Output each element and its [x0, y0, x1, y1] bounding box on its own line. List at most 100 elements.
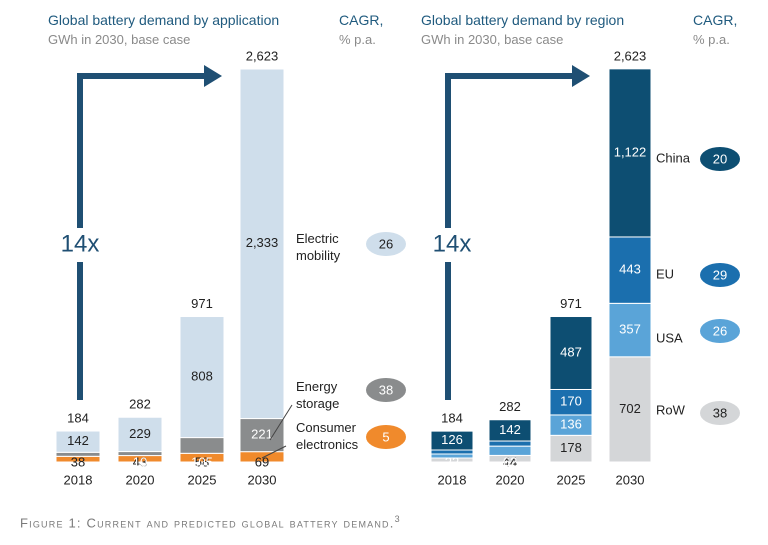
region-growth-label-bg — [430, 228, 474, 262]
application-data-label-2020-electric-mobility: 229 — [129, 426, 151, 441]
application-bar-2018-energy-storage — [55, 451, 101, 457]
region-data-label-2030-usa: 357 — [619, 322, 641, 337]
region-bar-2025-china — [549, 316, 593, 390]
region-growth-arrowhead — [572, 65, 590, 87]
application-data-label-2030-electric-mobility: 2,333 — [246, 235, 279, 250]
application-tick-2018: 2018 — [64, 472, 93, 487]
application-total-2030: 2,623 — [246, 48, 279, 63]
application-data-label-2025-energy-storage: 105 — [191, 454, 213, 469]
region-data-label-2018-usa: 22 — [445, 454, 459, 469]
region-bar-2018-china — [430, 430, 474, 451]
application-bar-2030-energy-storage — [239, 418, 285, 453]
region-data-label-2020-usa: 62 — [503, 454, 517, 469]
application-growth-label-bg — [58, 228, 102, 262]
application-series-label-consumer-electronics-1: electronics — [296, 437, 359, 452]
application-series-label-electric-mobility-0: Electric — [296, 231, 339, 246]
application-data-label-2018-electric-mobility: 142 — [67, 433, 89, 448]
region-cagr-value-eu: 29 — [713, 267, 727, 282]
region-cagr-oval-china — [700, 147, 740, 171]
application-growth-arrow — [77, 73, 208, 400]
region-data-label-2030-eu: 443 — [619, 262, 641, 277]
application-bar-2030-electric-mobility — [239, 68, 285, 420]
application-cagr-value-electric-mobility: 26 — [379, 236, 393, 251]
application-cagr-value-consumer-electronics: 5 — [382, 429, 389, 444]
application-data-label-2030-consumer-electronics: 69 — [255, 454, 269, 469]
application-series-label-energy-storage-1: storage — [296, 396, 339, 411]
region-bar-2025-row — [549, 434, 593, 463]
region-cagr-header-line1: CAGR, — [693, 12, 738, 28]
application-cagr-header-line1: CAGR, — [339, 12, 384, 28]
region-series-label-row: RoW — [656, 402, 686, 417]
region-data-label-2018-china: 126 — [441, 432, 463, 447]
application-growth-label: 14x — [61, 230, 100, 257]
region-data-label-2020-row: 44 — [503, 454, 517, 469]
application-total-2018: 184 — [67, 410, 89, 425]
application-cagr-oval-consumer-electronics — [366, 425, 406, 449]
application-total-2020: 282 — [129, 397, 151, 412]
region-bar-2030-usa — [608, 302, 652, 358]
application-chart-title: Global battery demand by application — [48, 12, 280, 28]
application-data-label-2020-consumer-electronics: 43 — [133, 454, 147, 469]
region-tick-2030: 2030 — [616, 472, 645, 487]
application-cagr-oval-energy-storage — [366, 378, 406, 402]
caption-footnote: 3 — [394, 514, 401, 524]
application-series-label-energy-storage-0: Energy — [296, 379, 338, 394]
region-cagr-oval-usa — [700, 319, 740, 343]
application-tick-2025: 2025 — [188, 472, 217, 487]
application-total-2025: 971 — [191, 296, 213, 311]
region-data-label-2030-china: 1,122 — [614, 144, 647, 159]
region-series-label-eu: EU — [656, 266, 674, 281]
region-bar-2020-eu — [488, 440, 532, 447]
region-total-2020: 282 — [499, 399, 521, 414]
region-tick-2020: 2020 — [496, 472, 525, 487]
region-chart-subtitle: GWh in 2030, base case — [421, 32, 564, 47]
application-tick-2030: 2030 — [248, 472, 277, 487]
region-cagr-value-china: 20 — [713, 151, 727, 166]
region-tick-2025: 2025 — [557, 472, 586, 487]
leader-consumer-electronics — [261, 445, 287, 459]
region-data-label-2030-row: 702 — [619, 401, 641, 416]
application-chart-subtitle: GWh in 2030, base case — [48, 32, 191, 47]
application-series-label-electric-mobility-1: mobility — [296, 248, 341, 263]
application-growth-arrowhead — [204, 65, 222, 87]
region-cagr-oval-row — [700, 401, 740, 425]
region-data-label-2020-china: 142 — [499, 422, 521, 437]
application-cagr-header-line2: % p.a. — [339, 32, 376, 47]
application-bar-2020-electric-mobility — [117, 416, 163, 453]
region-growth-label: 14x — [433, 230, 472, 257]
application-data-label-2025-electric-mobility: 808 — [191, 368, 213, 383]
leader-energy-storage — [269, 404, 293, 441]
region-chart-title: Global battery demand by region — [421, 12, 625, 28]
application-bar-2018-electric-mobility — [55, 430, 101, 453]
region-growth-arrow — [445, 73, 576, 400]
region-total-2018: 184 — [441, 411, 463, 426]
region-cagr-oval-eu — [700, 263, 740, 287]
application-cagr-value-energy-storage: 38 — [379, 382, 393, 397]
region-bar-2030-row — [608, 356, 652, 463]
region-data-label-2025-china: 487 — [560, 344, 582, 359]
figure-caption: Figure 1: Current and predicted global b… — [20, 514, 401, 531]
region-cagr-value-row: 38 — [713, 405, 727, 420]
application-series-label-consumer-electronics-0: Consumer — [296, 420, 357, 435]
region-data-label-2025-eu: 170 — [560, 394, 582, 409]
application-tick-2020: 2020 — [126, 472, 155, 487]
region-series-label-china: China — [656, 150, 691, 165]
region-tick-2018: 2018 — [438, 472, 467, 487]
region-data-label-2025-row: 178 — [560, 440, 582, 455]
region-bar-2030-china — [608, 68, 652, 238]
region-series-label-usa: USA — [656, 330, 683, 345]
region-cagr-header-line2: % p.a. — [693, 32, 730, 47]
application-cagr-oval-electric-mobility — [366, 232, 406, 256]
application-data-label-2030-energy-storage: 221 — [251, 427, 273, 442]
application-bar-2025-electric-mobility — [179, 316, 225, 439]
region-total-2030: 2,623 — [614, 48, 647, 63]
region-bar-2018-eu — [430, 449, 474, 455]
application-bar-2025-energy-storage — [179, 437, 225, 454]
region-cagr-value-usa: 26 — [713, 323, 727, 338]
application-data-label-2020-energy-storage: 10 — [133, 454, 147, 469]
region-bar-2025-eu — [549, 388, 593, 416]
region-total-2025: 971 — [560, 296, 582, 311]
region-data-label-2025-usa: 136 — [560, 417, 582, 432]
